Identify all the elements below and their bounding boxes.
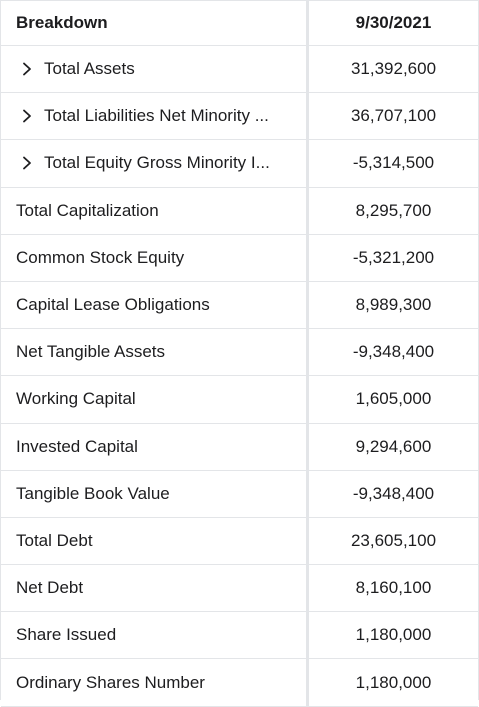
row-label-cell[interactable]: Total Liabilities Net Minority ... <box>1 93 309 140</box>
table-row: Common Stock Equity -5,321,200 <box>1 234 478 282</box>
row-label-cell[interactable]: Total Assets <box>1 46 309 93</box>
row-label: Capital Lease Obligations <box>1 281 309 329</box>
chevron-right-icon[interactable] <box>20 156 34 170</box>
table-row: Working Capital 1,605,000 <box>1 376 478 424</box>
row-label: Total Liabilities Net Minority ... <box>44 106 269 126</box>
chevron-right-icon[interactable] <box>20 62 34 76</box>
row-value: 1,180,000 <box>355 625 432 645</box>
table-row-total-liabilities[interactable]: Total Liabilities Net Minority ... 36,70… <box>1 93 478 141</box>
row-value: 8,160,100 <box>355 578 432 598</box>
row-value: -5,314,500 <box>352 153 435 173</box>
row-value: 8,989,300 <box>355 295 432 315</box>
table-header-row: Breakdown 9/30/2021 <box>1 0 478 46</box>
row-label-cell[interactable]: Total Equity Gross Minority I... <box>1 140 309 187</box>
row-label: Net Tangible Assets <box>1 329 309 376</box>
row-label: Tangible Book Value <box>1 470 309 517</box>
row-value: 8,295,700 <box>355 200 432 220</box>
table-row: Capital Lease Obligations 8,989,300 <box>1 281 478 330</box>
date-column-header[interactable]: 9/30/2021 <box>355 13 432 32</box>
table-row: Invested Capital 9,294,600 <box>1 423 478 471</box>
row-value: 31,392,600 <box>350 59 437 79</box>
row-label: Ordinary Shares Number <box>1 659 309 706</box>
row-label: Total Assets <box>44 59 135 79</box>
table-row: Net Debt 8,160,100 <box>1 565 478 613</box>
row-label: Total Capitalization <box>1 187 309 234</box>
table-row: Total Capitalization 8,295,700 <box>1 187 478 235</box>
row-label: Invested Capital <box>1 423 309 470</box>
row-label: Working Capital <box>1 376 309 423</box>
table-row: Total Debt 23,605,100 <box>1 517 478 566</box>
row-value: -9,348,400 <box>352 342 435 362</box>
row-value: -5,321,200 <box>352 247 435 267</box>
row-value: 23,605,100 <box>350 530 437 550</box>
table-row-total-assets[interactable]: Total Assets 31,392,600 <box>1 46 478 94</box>
table-row: Share Issued 1,180,000 <box>1 612 478 660</box>
row-label: Net Debt <box>1 565 309 612</box>
row-value: 1,180,000 <box>355 672 432 692</box>
row-label: Share Issued <box>1 612 309 659</box>
chevron-right-icon[interactable] <box>20 109 34 123</box>
row-label: Common Stock Equity <box>1 234 309 281</box>
row-label: Total Equity Gross Minority I... <box>44 153 270 173</box>
table-row: Tangible Book Value -9,348,400 <box>1 470 478 518</box>
breakdown-header: Breakdown <box>1 1 309 45</box>
table-row-total-equity[interactable]: Total Equity Gross Minority I... -5,314,… <box>1 140 478 188</box>
row-label: Total Debt <box>1 517 309 565</box>
row-value: 9,294,600 <box>355 436 432 456</box>
table-row: Net Tangible Assets -9,348,400 <box>1 329 478 377</box>
row-value: 1,605,000 <box>355 389 432 409</box>
row-value: -9,348,400 <box>352 483 435 503</box>
row-value: 36,707,100 <box>350 106 437 126</box>
